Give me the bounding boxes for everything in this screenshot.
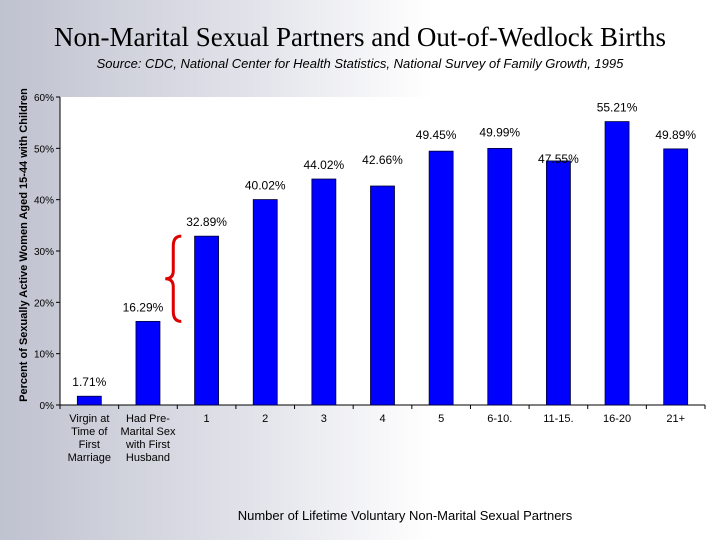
- x-tick-label: with First: [125, 439, 170, 451]
- y-tick-label: 40%: [34, 196, 54, 207]
- data-label: 49.45%: [416, 128, 457, 142]
- x-tick-label: Had Pre-: [126, 413, 170, 425]
- data-label: 49.99%: [479, 125, 520, 139]
- y-axis-label: Percent of Sexually Active Women Aged 15…: [18, 88, 30, 402]
- x-tick-label: 2: [262, 413, 268, 425]
- bar: [487, 147, 513, 406]
- y-tick-label: 20%: [34, 298, 54, 309]
- data-label: 1.71%: [72, 375, 106, 389]
- bar: [663, 148, 689, 406]
- bar: [135, 320, 161, 406]
- y-tick-label: 60%: [34, 93, 54, 104]
- chart-title: Non-Marital Sexual Partners and Out-of-W…: [54, 22, 666, 52]
- x-tick-label: 21+: [666, 413, 685, 425]
- bar: [194, 235, 219, 406]
- data-label: 49.89%: [655, 128, 696, 142]
- bar: [428, 150, 454, 406]
- bar: [252, 199, 278, 406]
- brace-annotation: [165, 234, 182, 323]
- data-label: 16.29%: [123, 300, 164, 314]
- data-label: 55.21%: [597, 101, 638, 115]
- x-tick-label: 4: [379, 413, 385, 425]
- x-tick-label: Husband: [126, 452, 170, 464]
- x-tick-label: Time of: [71, 426, 108, 438]
- chart-subtitle: Source: CDC, National Center for Health …: [96, 56, 624, 71]
- y-tick-label: 10%: [34, 350, 54, 361]
- bar: [604, 121, 630, 406]
- y-tick-label: 50%: [34, 144, 54, 155]
- x-axis-label: Number of Lifetime Voluntary Non-Marital…: [238, 508, 573, 523]
- data-label: 47.55%: [538, 152, 579, 166]
- x-tick-label: First: [79, 439, 100, 451]
- data-label: 32.89%: [186, 215, 227, 229]
- data-label: 44.02%: [304, 158, 345, 172]
- x-tick-label: 6-10.: [487, 413, 512, 425]
- x-tick-label: 5: [438, 413, 444, 425]
- y-tick-label: 30%: [34, 247, 54, 258]
- x-tick-label: 16-20: [603, 413, 631, 425]
- bar: [546, 160, 571, 406]
- x-tick-label: Marital Sex: [120, 426, 176, 438]
- bar: [76, 395, 102, 406]
- y-tick-label: 0%: [40, 401, 55, 412]
- x-tick-label: 3: [321, 413, 327, 425]
- data-label: 42.66%: [362, 153, 403, 167]
- x-tick-label: Marriage: [68, 452, 111, 464]
- x-tick-label: Virgin at: [69, 413, 109, 425]
- bar: [311, 178, 337, 406]
- x-tick-label: 11-15.: [543, 413, 573, 425]
- data-label: 40.02%: [245, 179, 286, 193]
- x-tick-label: 1: [204, 413, 210, 425]
- bar: [370, 185, 395, 406]
